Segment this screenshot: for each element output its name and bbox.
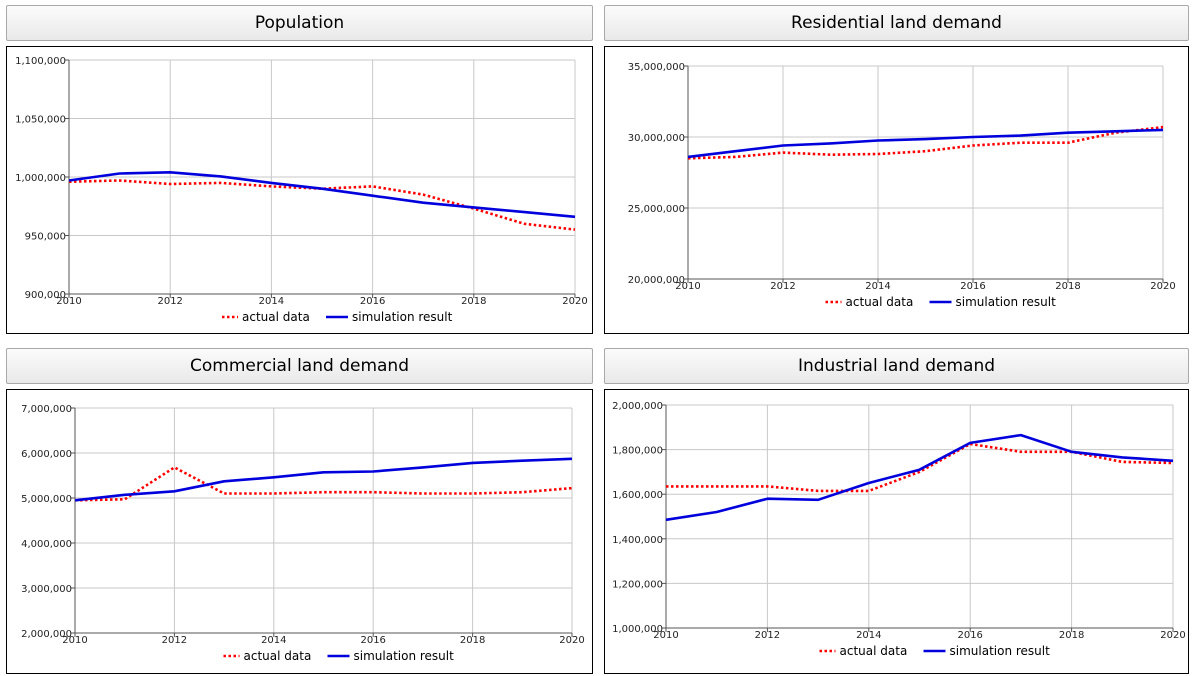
legend-actual-label: actual data (846, 295, 914, 309)
x-tick-label: 2012 (162, 635, 187, 646)
legend-actual-label: actual data (244, 649, 312, 663)
x-tick-label: 2010 (56, 296, 81, 307)
industrial-chart-svg: 2010 2012 2014 2016 2018 2020 1,000,000 1,200,0… (612, 401, 1186, 658)
residential-chart-title: Residential land demand (604, 5, 1189, 41)
y-tick-label: 7,000,000 (21, 404, 72, 415)
x-tick-label: 2010 (62, 635, 87, 646)
x-tick-label: 2016 (360, 296, 385, 307)
y-tick-label: 20,000,000 (628, 275, 685, 286)
x-tick-label: 2012 (770, 281, 795, 292)
y-tick-label: 25,000,000 (628, 204, 685, 215)
x-tick-label: 2020 (1160, 630, 1185, 641)
y-tick-label: 5,000,000 (21, 494, 72, 505)
y-tick-label: 1,200,000 (612, 579, 663, 590)
x-tick-label: 2016 (960, 281, 985, 292)
y-tick-label: 900,000 (25, 290, 66, 301)
industrial-chart: 2010 2012 2014 2016 2018 2020 1,000,000 1,200,0… (604, 389, 1189, 674)
y-tick-label: 1,000,000 (15, 173, 66, 184)
legend-actual-label: actual data (840, 644, 908, 658)
simulation-result-line (68, 171, 576, 219)
x-tick-label: 2010 (675, 281, 700, 292)
commercial-chart-svg: 2010 2012 2014 2016 2018 2020 2,000,000 3,000,0… (21, 404, 585, 663)
x-tick-label: 2018 (1059, 630, 1084, 641)
y-tick-label: 3,000,000 (21, 584, 72, 595)
commercial-chart-title: Commercial land demand (6, 348, 593, 384)
x-tick-label: 2010 (653, 630, 678, 641)
y-tick-label: 1,400,000 (612, 535, 663, 546)
x-tick-label: 2014 (856, 630, 881, 641)
x-tick-label: 2018 (460, 635, 485, 646)
legend-actual-label: actual data (242, 310, 310, 324)
commercial-chart: 2010 2012 2014 2016 2018 2020 2,000,000 3,000,0… (6, 389, 593, 674)
y-tick-label: 2,000,000 (612, 401, 663, 412)
legend-simulation-label: simulation result (352, 310, 453, 324)
x-tick-label: 2018 (1055, 281, 1080, 292)
x-tick-label: 2016 (360, 635, 385, 646)
x-tick-label: 2012 (157, 296, 182, 307)
x-tick-label: 2020 (559, 635, 584, 646)
y-tick-label: 4,000,000 (21, 539, 72, 550)
actual-data-line (687, 125, 1164, 160)
residential-chart: 2010 2012 2014 2016 2018 2020 20,000,000 25,000… (604, 46, 1189, 334)
population-chart-svg: 2010 2012 2014 2016 2018 2020 900,000 950,000 1,… (15, 56, 588, 324)
y-tick-label: 35,000,000 (628, 62, 685, 73)
actual-data-line (666, 442, 1174, 493)
actual-data-line (68, 179, 576, 231)
y-tick-label: 1,800,000 (612, 446, 663, 457)
y-tick-label: 1,000,000 (612, 624, 663, 635)
population-chart-title: Population (6, 5, 593, 41)
simulation-result-line (74, 457, 573, 502)
legend-simulation-label: simulation result (354, 649, 455, 663)
simulation-result-line (687, 128, 1164, 159)
population-chart: 2010 2012 2014 2016 2018 2020 900,000 950,000 1,… (6, 46, 593, 334)
legend-simulation-label: simulation result (950, 644, 1051, 658)
x-tick-label: 2014 (259, 296, 284, 307)
x-tick-label: 2020 (562, 296, 587, 307)
y-tick-label: 1,600,000 (612, 490, 663, 501)
simulation-result-line (665, 433, 1174, 522)
y-tick-label: 1,100,000 (15, 56, 66, 67)
industrial-chart-title: Industrial land demand (604, 348, 1189, 384)
actual-data-line (74, 466, 573, 502)
x-tick-label: 2018 (461, 296, 486, 307)
x-tick-label: 2014 (865, 281, 890, 292)
x-tick-label: 2016 (957, 630, 982, 641)
legend-simulation-label: simulation result (956, 295, 1057, 309)
x-tick-label: 2012 (755, 630, 780, 641)
y-tick-label: 950,000 (25, 232, 66, 243)
y-tick-label: 30,000,000 (628, 133, 685, 144)
x-tick-label: 2020 (1150, 281, 1175, 292)
y-tick-label: 1,050,000 (15, 115, 66, 126)
residential-chart-svg: 2010 2012 2014 2016 2018 2020 20,000,000 25,000… (628, 62, 1176, 309)
y-tick-label: 2,000,000 (21, 629, 72, 640)
y-tick-label: 6,000,000 (21, 449, 72, 460)
x-tick-label: 2014 (261, 635, 286, 646)
